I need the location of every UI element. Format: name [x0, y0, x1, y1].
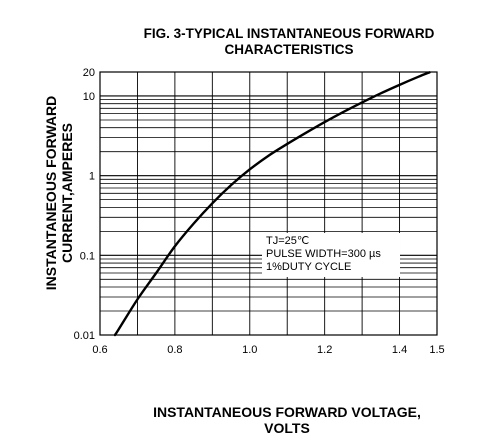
x-tick-label: 0.8 — [167, 344, 182, 356]
y-tick-label: 0.1 — [80, 250, 95, 262]
annotation-line-duty: 1%DUTY CYCLE — [266, 261, 351, 273]
forward-current-curve — [113, 71, 431, 337]
x-axis-title-line1: INSTANTANEOUS FORWARD VOLTAGE, — [153, 404, 421, 420]
y-tick-label: 0.01 — [74, 330, 95, 342]
chart-title-line1: FIG. 3-TYPICAL INSTANTANEOUS FORWARD — [144, 26, 435, 41]
annotation-line-tj: TJ=25℃ — [266, 235, 309, 247]
plot-frame — [99, 71, 438, 336]
minor-grid — [99, 71, 438, 335]
major-grid — [100, 71, 437, 336]
x-tick-label: 1.5 — [429, 344, 444, 356]
annotation-background — [262, 233, 400, 277]
annotation-line-pulse: PULSE WIDTH=300 µs — [266, 248, 381, 260]
x-tick-label: 1.2 — [317, 344, 332, 356]
x-tick-label: 0.6 — [92, 344, 107, 356]
y-tick-label: 10 — [83, 91, 95, 103]
y-tick-label: 20 — [83, 67, 95, 79]
y-tick-labels: 0.01 0.1 1 10 20 — [74, 67, 95, 342]
y-tick-label: 1 — [89, 171, 95, 183]
y-axis-title-line2: CURRENT,AMPERES — [59, 123, 75, 263]
x-tick-labels: 0.6 0.8 1.0 1.2 1.4 1.5 — [92, 344, 444, 356]
x-tick-label: 1.0 — [242, 344, 257, 356]
x-axis-title-line2: VOLTS — [264, 420, 310, 436]
chart-title-line2: CHARACTERISTICS — [224, 42, 353, 57]
x-tick-label: 1.4 — [392, 344, 407, 356]
y-axis-title-line1: INSTANTANEOUS FORWARD — [43, 96, 59, 290]
